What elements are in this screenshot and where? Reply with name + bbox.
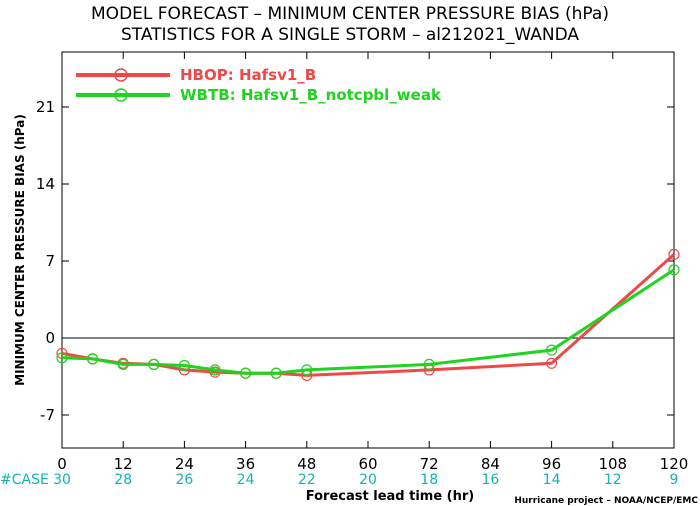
legend: HBOP: Hafsv1_B WBTB: Hafsv1_B_notcpbl_we… <box>76 66 442 104</box>
x-tick-label: 84 <box>481 455 500 473</box>
case-count: 14 <box>543 472 561 488</box>
data-point <box>86 353 99 365</box>
x-tick-label: 96 <box>542 455 561 473</box>
series-lines <box>56 248 680 381</box>
x-tick-label: 72 <box>420 455 439 473</box>
data-point <box>56 352 68 364</box>
data-point <box>668 248 680 260</box>
y-tick-label: -7 <box>40 406 55 424</box>
x-tick-label: 48 <box>297 455 316 473</box>
case-count: 16 <box>481 472 499 488</box>
y-tick-label: 14 <box>36 175 55 193</box>
data-point <box>117 358 129 370</box>
legend-label-hbop: HBOP: Hafsv1_B <box>180 66 316 84</box>
case-count: 24 <box>237 472 255 488</box>
series-line-0 <box>61 253 675 377</box>
y-tick-label: 21 <box>36 98 55 116</box>
credit-text: Hurricane project – NOAA/NCEP/EMC <box>514 496 698 506</box>
case-count: 18 <box>420 472 438 488</box>
x-tick-label: 108 <box>598 455 627 473</box>
data-point <box>178 359 190 372</box>
x-axis-label: Forecast lead time (hr) <box>306 489 474 504</box>
data-point <box>423 358 435 370</box>
case-counts: 30 28 26 24 22 20 18 16 14 12 9 <box>53 472 678 488</box>
x-tick-label: 36 <box>236 455 255 473</box>
data-point <box>148 358 160 370</box>
series-line-1 <box>61 268 675 375</box>
x-tick-label: 12 <box>114 455 133 473</box>
plot-frame <box>61 51 675 449</box>
data-point <box>240 367 252 379</box>
x-tick-label: 60 <box>358 455 377 473</box>
legend-marker-hbop <box>114 68 128 82</box>
data-point <box>270 367 282 379</box>
case-count: 28 <box>114 472 132 488</box>
data-point <box>209 364 221 376</box>
data-point <box>301 364 313 376</box>
y-axis-label: MINIMUM CENTER PRESSURE BIAS (hPa) <box>13 114 27 386</box>
case-count: 30 <box>53 472 71 488</box>
case-label: #CASE <box>0 472 49 488</box>
x-tick-label: 24 <box>175 455 194 473</box>
case-count: 20 <box>359 472 377 488</box>
legend-label-wbtb: WBTB: Hafsv1_B_notcpbl_weak <box>180 86 442 104</box>
y-axis: -7 0 7 14 21 <box>36 98 674 424</box>
data-point <box>545 344 558 356</box>
data-point <box>545 357 558 369</box>
data-point <box>668 264 680 276</box>
chart-subtitle: STATISTICS FOR A SINGLE STORM – al212021… <box>121 25 579 45</box>
y-tick-label: 7 <box>45 252 55 270</box>
case-count: 9 <box>670 472 679 488</box>
x-axis: 0 12 24 36 48 60 72 84 96 108 120 <box>57 52 688 473</box>
y-tick-label: 0 <box>45 329 55 347</box>
case-count: 22 <box>298 472 316 488</box>
x-tick-label: 0 <box>57 455 67 473</box>
chart-title: MODEL FORECAST – MINIMUM CENTER PRESSURE… <box>91 4 609 24</box>
case-count: 26 <box>175 472 193 488</box>
case-count: 12 <box>604 472 622 488</box>
legend-marker-wbtb <box>114 88 128 102</box>
x-tick-label: 120 <box>660 455 689 473</box>
